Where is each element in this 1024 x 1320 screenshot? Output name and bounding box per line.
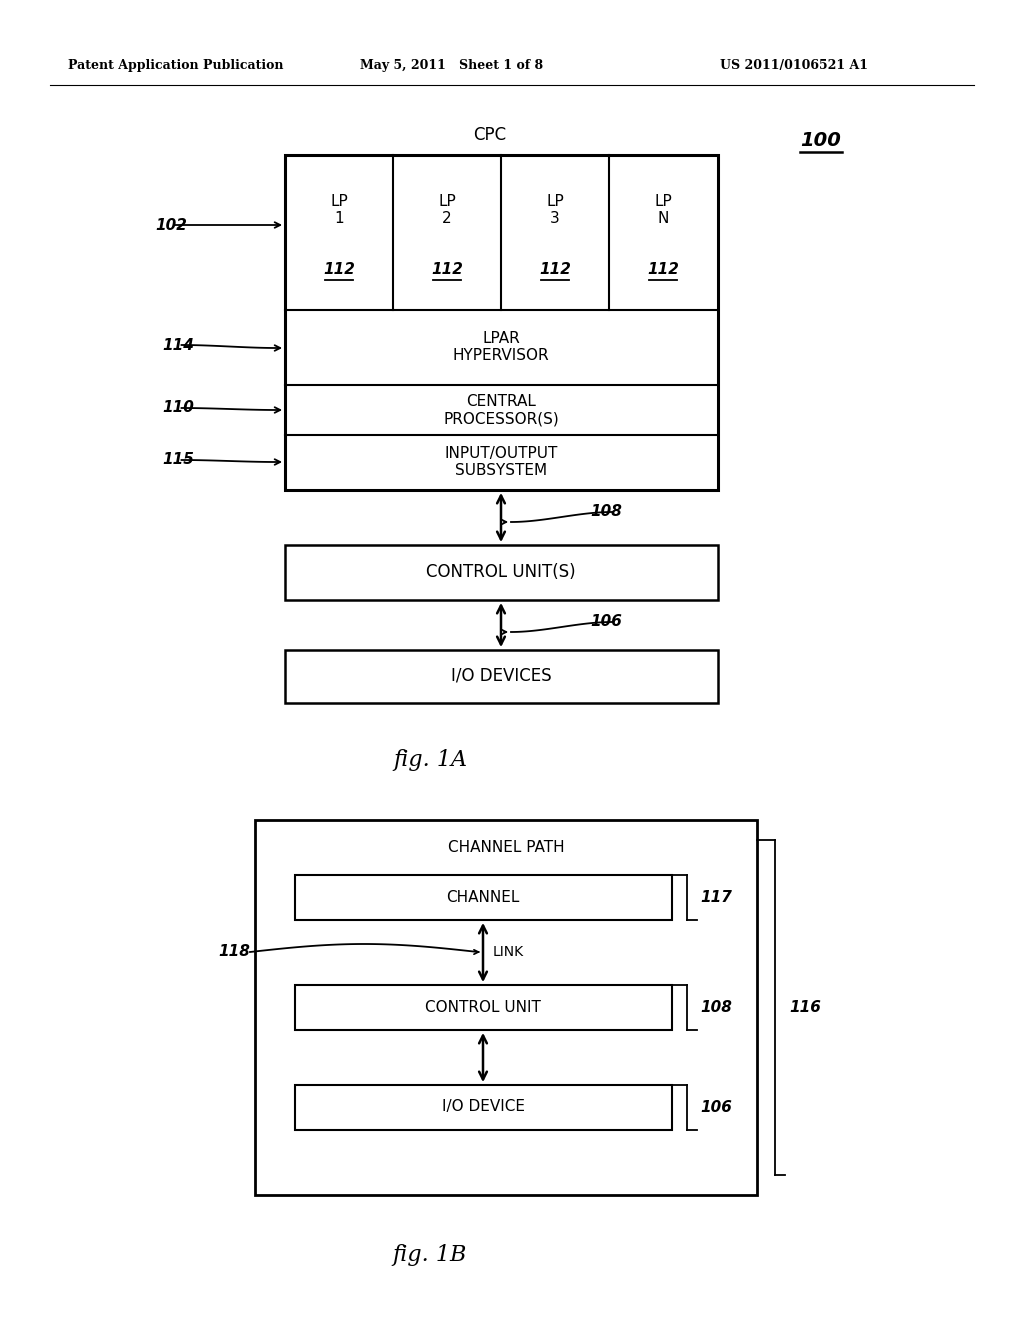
Text: I/O DEVICE: I/O DEVICE — [441, 1100, 524, 1114]
Text: 106: 106 — [700, 1100, 732, 1114]
Text: 100: 100 — [800, 131, 841, 149]
Text: LINK: LINK — [493, 945, 524, 960]
Text: LPAR
HYPERVISOR: LPAR HYPERVISOR — [453, 331, 549, 363]
Text: LP
2: LP 2 — [438, 194, 456, 226]
Text: 102: 102 — [155, 218, 186, 232]
Text: 108: 108 — [700, 999, 732, 1015]
Text: US 2011/0106521 A1: US 2011/0106521 A1 — [720, 58, 868, 71]
Text: fig. 1B: fig. 1B — [393, 1243, 467, 1266]
Bar — [285, 649, 718, 704]
Text: CHANNEL: CHANNEL — [446, 890, 520, 904]
Text: 106: 106 — [590, 615, 622, 630]
Text: 112: 112 — [539, 263, 571, 277]
Text: 117: 117 — [700, 890, 732, 904]
Text: LP
3: LP 3 — [546, 194, 564, 226]
Text: 112: 112 — [323, 263, 355, 277]
Text: 112: 112 — [647, 263, 679, 277]
Text: CPC: CPC — [473, 125, 507, 144]
Text: fig. 1A: fig. 1A — [393, 748, 467, 771]
Bar — [285, 154, 718, 490]
Text: 108: 108 — [590, 504, 622, 520]
Text: Patent Application Publication: Patent Application Publication — [68, 58, 284, 71]
Text: CHANNEL PATH: CHANNEL PATH — [447, 841, 564, 855]
Bar — [295, 1085, 672, 1130]
Text: 116: 116 — [790, 999, 821, 1015]
Bar — [295, 875, 672, 920]
Text: 110: 110 — [162, 400, 194, 416]
Text: 114: 114 — [162, 338, 194, 352]
Text: LP
1: LP 1 — [330, 194, 348, 226]
Bar — [285, 545, 718, 601]
Bar — [255, 820, 757, 1195]
Text: CONTROL UNIT: CONTROL UNIT — [425, 999, 541, 1015]
Text: CENTRAL
PROCESSOR(S): CENTRAL PROCESSOR(S) — [443, 393, 559, 426]
Text: 115: 115 — [162, 453, 194, 467]
Text: CONTROL UNIT(S): CONTROL UNIT(S) — [426, 564, 575, 581]
Text: 118: 118 — [218, 945, 250, 960]
Text: I/O DEVICES: I/O DEVICES — [451, 667, 551, 685]
Text: May 5, 2011   Sheet 1 of 8: May 5, 2011 Sheet 1 of 8 — [360, 58, 543, 71]
Bar — [295, 985, 672, 1030]
Text: 112: 112 — [431, 263, 463, 277]
Text: INPUT/OUTPUT
SUBSYSTEM: INPUT/OUTPUT SUBSYSTEM — [444, 446, 558, 478]
Text: LP
N: LP N — [654, 194, 672, 226]
